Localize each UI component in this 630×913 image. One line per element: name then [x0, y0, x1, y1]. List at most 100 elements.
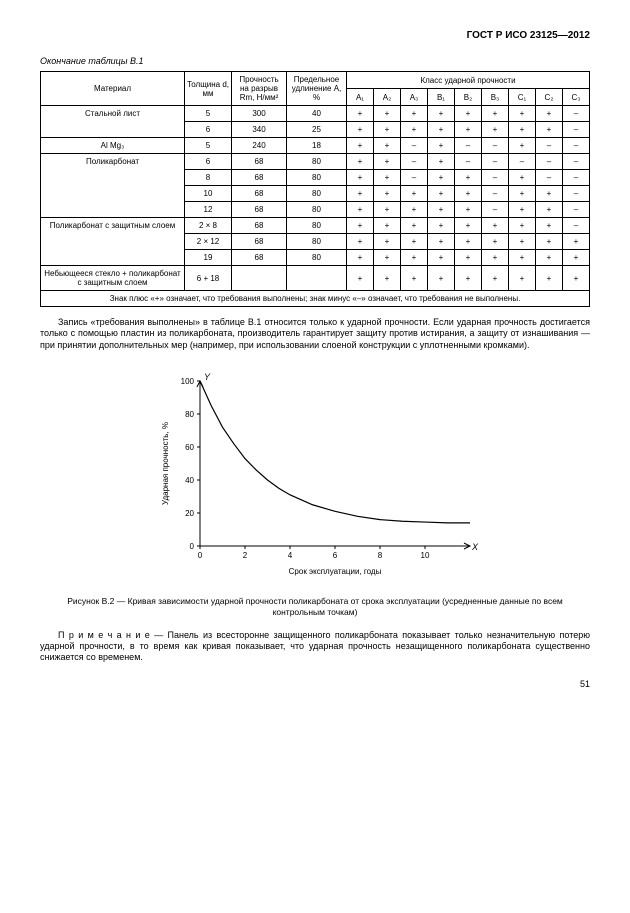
cell-rm: 68 — [232, 154, 287, 170]
cell-rm: 68 — [232, 250, 287, 266]
chart-caption: Рисунок В.2 — Кривая зависимости ударной… — [40, 596, 590, 618]
cell-impact: + — [374, 266, 401, 291]
cell-impact: – — [455, 154, 482, 170]
col-impact: B₃ — [482, 89, 509, 106]
svg-text:X: X — [471, 542, 479, 552]
chart-svg: 0204060801000246810YXУдарная прочность, … — [145, 366, 485, 586]
cell-impact: + — [428, 202, 455, 218]
chart-container: 0204060801000246810YXУдарная прочность, … — [145, 366, 485, 588]
cell-impact: – — [563, 154, 590, 170]
cell-impact: + — [401, 218, 428, 234]
col-elongation: Предельное удлинение А, % — [287, 72, 347, 106]
cell-d: 10 — [185, 186, 232, 202]
cell-impact: + — [509, 122, 536, 138]
table-row: Поликарбонат с защитным слоем2 × 86880++… — [41, 218, 590, 234]
cell-material: Поликарбонат с защитным слоем — [41, 218, 185, 266]
cell-impact: + — [455, 170, 482, 186]
cell-impact: + — [509, 170, 536, 186]
cell-impact: + — [563, 266, 590, 291]
svg-text:80: 80 — [185, 410, 194, 419]
cell-d: 12 — [185, 202, 232, 218]
cell-impact: + — [536, 202, 563, 218]
cell-a: 25 — [287, 122, 347, 138]
cell-impact: + — [401, 186, 428, 202]
cell-impact: + — [536, 122, 563, 138]
cell-impact: + — [428, 106, 455, 122]
cell-impact: + — [401, 234, 428, 250]
cell-impact: + — [428, 218, 455, 234]
cell-d: 19 — [185, 250, 232, 266]
cell-impact: + — [482, 266, 509, 291]
cell-d: 6 — [185, 122, 232, 138]
cell-impact: + — [347, 202, 374, 218]
cell-impact: + — [509, 138, 536, 154]
cell-impact: – — [563, 202, 590, 218]
cell-d: 6 — [185, 154, 232, 170]
cell-impact: + — [455, 202, 482, 218]
svg-text:Срок эксплуатации, годы: Срок эксплуатации, годы — [289, 567, 382, 576]
cell-rm: 340 — [232, 122, 287, 138]
cell-impact: + — [455, 186, 482, 202]
cell-impact: – — [482, 138, 509, 154]
cell-impact: + — [428, 170, 455, 186]
cell-impact: + — [482, 106, 509, 122]
cell-rm: 300 — [232, 106, 287, 122]
svg-text:Ударная прочность, %: Ударная прочность, % — [161, 422, 170, 505]
cell-impact: + — [536, 250, 563, 266]
cell-impact: + — [347, 154, 374, 170]
cell-impact: + — [374, 138, 401, 154]
cell-impact: + — [455, 250, 482, 266]
col-impact: A₁ — [347, 89, 374, 106]
cell-impact: + — [455, 106, 482, 122]
cell-impact: + — [536, 266, 563, 291]
table-row: Поликарбонат66880++–+––––– — [41, 154, 590, 170]
table-row: Небьющееся стекло + поликарбонат с защит… — [41, 266, 590, 291]
cell-impact: – — [401, 138, 428, 154]
cell-d: 2 × 8 — [185, 218, 232, 234]
cell-impact: + — [374, 106, 401, 122]
main-table: Материал Толщина d, мм Прочность на разр… — [40, 71, 590, 307]
cell-impact: + — [536, 106, 563, 122]
cell-impact: – — [563, 138, 590, 154]
cell-impact: + — [428, 250, 455, 266]
col-impact: A₃ — [401, 89, 428, 106]
cell-a: 80 — [287, 170, 347, 186]
cell-impact: + — [428, 234, 455, 250]
cell-impact: + — [374, 234, 401, 250]
cell-impact: + — [563, 234, 590, 250]
cell-impact: + — [428, 266, 455, 291]
cell-a: 80 — [287, 250, 347, 266]
svg-text:40: 40 — [185, 476, 194, 485]
col-strength: Прочность на разрыв Rm, Н/мм² — [232, 72, 287, 106]
cell-impact: + — [347, 218, 374, 234]
col-impact: B₂ — [455, 89, 482, 106]
cell-impact: – — [563, 218, 590, 234]
svg-text:10: 10 — [421, 551, 430, 560]
cell-impact: – — [563, 106, 590, 122]
svg-text:0: 0 — [198, 551, 203, 560]
cell-impact: + — [374, 154, 401, 170]
cell-rm: 68 — [232, 202, 287, 218]
table-note: Знак плюс «+» означает, что требования в… — [41, 291, 590, 307]
cell-impact: – — [509, 154, 536, 170]
cell-impact: + — [536, 234, 563, 250]
svg-text:8: 8 — [378, 551, 383, 560]
page-number: 51 — [40, 679, 590, 689]
cell-impact: – — [401, 170, 428, 186]
cell-rm: 68 — [232, 170, 287, 186]
cell-impact: + — [401, 122, 428, 138]
cell-impact: + — [536, 218, 563, 234]
cell-impact: – — [401, 154, 428, 170]
doc-header: ГОСТ Р ИСО 23125—2012 — [40, 30, 590, 41]
svg-text:2: 2 — [243, 551, 248, 560]
cell-impact: + — [374, 250, 401, 266]
cell-impact: + — [509, 218, 536, 234]
cell-impact: + — [374, 170, 401, 186]
cell-impact: – — [536, 154, 563, 170]
cell-impact: + — [428, 154, 455, 170]
cell-impact: + — [482, 250, 509, 266]
cell-d: 6 + 18 — [185, 266, 232, 291]
table-title: Окончание таблицы В.1 — [40, 56, 590, 66]
cell-impact: + — [509, 106, 536, 122]
svg-text:0: 0 — [190, 542, 195, 551]
